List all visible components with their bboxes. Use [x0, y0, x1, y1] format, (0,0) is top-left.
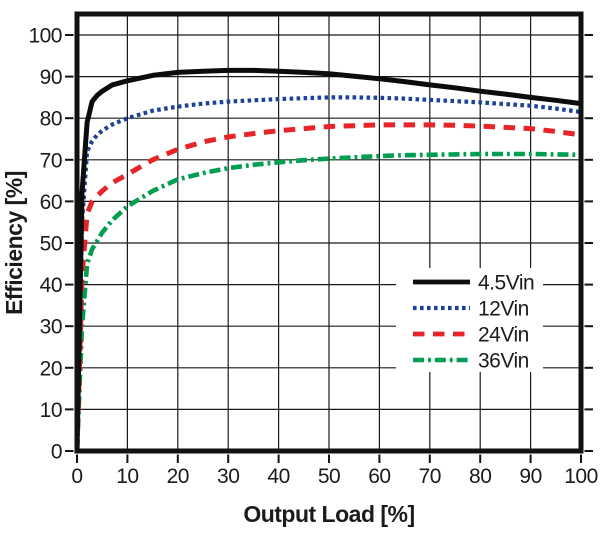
- legend: 4.5Vin 12Vin 24Vin 36Vin: [396, 268, 543, 373]
- legend-label-4.5vin: 4.5Vin: [478, 272, 534, 295]
- y-tick-label: 20: [40, 357, 62, 380]
- x-tick-label: 80: [469, 465, 491, 488]
- y-tick-label: 0: [51, 441, 62, 464]
- curve-24vin: [74, 122, 582, 452]
- x-tick-label: 0: [71, 465, 82, 488]
- grid-lines: [77, 14, 581, 451]
- x-tick-label: 90: [519, 465, 541, 488]
- y-tick-label: 30: [40, 316, 62, 339]
- y-tick-label: 50: [40, 233, 62, 256]
- x-tick-label: 10: [116, 465, 138, 488]
- y-tick-label: 10: [40, 399, 62, 422]
- x-tick-label: 60: [368, 465, 390, 488]
- legend-label-12vin: 12Vin: [478, 298, 529, 321]
- y-tick-label: 60: [40, 191, 62, 214]
- curve-36vin: [74, 151, 582, 452]
- curve-4.5vin: [74, 67, 582, 452]
- y-tick-label: 80: [40, 108, 62, 131]
- y-tick-label: 100: [28, 25, 62, 48]
- axis-ticks-and-labels: 0 10 20 30 40 50 60 70 80 90 100 0 10 20 30 40 50 60 70 80 9…: [28, 25, 598, 489]
- y-tick-label: 70: [40, 149, 62, 172]
- y-tick-label: 40: [40, 274, 62, 297]
- data-curves: [74, 67, 582, 452]
- x-tick-label: 100: [564, 465, 598, 488]
- x-tick-label: 30: [217, 465, 239, 488]
- legend-label-24vin: 24Vin: [478, 324, 529, 347]
- plot-border: [74, 11, 584, 454]
- x-axis-title: Output Load [%]: [243, 501, 414, 527]
- y-tick-label: 90: [40, 66, 62, 89]
- legend-background: [396, 268, 543, 372]
- y-axis-title: Efficiency [%]: [1, 171, 27, 315]
- x-tick-label: 50: [318, 465, 340, 488]
- x-tick-label: 70: [419, 465, 441, 488]
- legend-label-36vin: 36Vin: [478, 350, 529, 373]
- x-tick-label: 40: [267, 465, 289, 488]
- x-tick-label: 20: [167, 465, 189, 488]
